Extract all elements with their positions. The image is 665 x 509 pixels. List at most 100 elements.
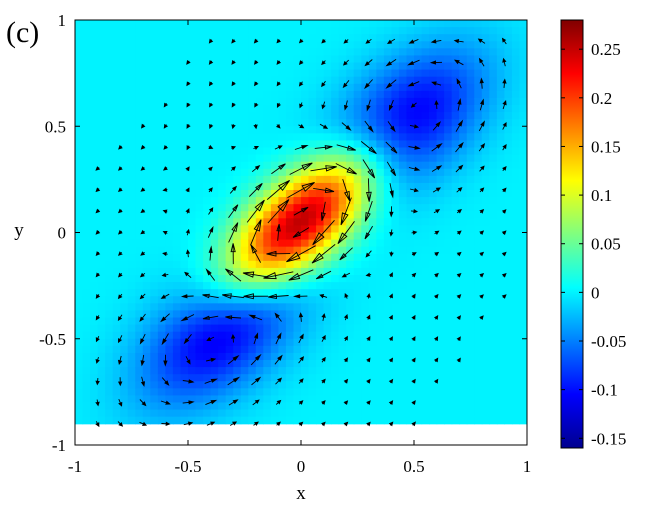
heatmap-cell — [331, 260, 340, 269]
heatmap-cell — [436, 126, 445, 134]
heatmap-cell — [383, 211, 392, 219]
x-tick-label: -1 — [68, 457, 82, 476]
heatmap-cell — [97, 55, 106, 64]
heatmap-cell — [180, 41, 189, 49]
heatmap-cell — [142, 402, 151, 411]
heatmap-cell — [278, 374, 287, 382]
heatmap-cell — [285, 62, 295, 71]
heatmap-cell — [338, 168, 347, 177]
heatmap-cell — [255, 253, 264, 262]
heatmap-cell — [391, 267, 400, 276]
heatmap-cell — [346, 296, 355, 304]
heatmap-cell — [165, 97, 174, 106]
heatmap-cell — [195, 317, 204, 326]
heatmap-cell — [233, 147, 242, 156]
heatmap-cell — [135, 126, 144, 134]
heatmap-cell — [489, 83, 498, 92]
heatmap-cell — [285, 90, 295, 99]
heatmap-cell — [75, 374, 84, 382]
heatmap-cell — [278, 218, 287, 227]
heatmap-cell — [511, 275, 521, 283]
heatmap-cell — [308, 374, 317, 382]
heatmap-cell — [353, 303, 362, 312]
heatmap-cell — [142, 119, 151, 127]
heatmap-cell — [474, 105, 483, 113]
heatmap-cell — [519, 352, 527, 361]
heatmap-cell — [75, 388, 84, 397]
heatmap-cell — [105, 34, 114, 42]
heatmap-cell — [323, 331, 332, 340]
heatmap-cell — [436, 275, 445, 283]
heatmap-cell — [180, 253, 189, 262]
heatmap-cell — [504, 168, 513, 177]
heatmap-cell — [376, 374, 385, 382]
vector-arrow — [208, 187, 213, 193]
heatmap-cell — [127, 282, 136, 290]
heatmap-cell — [459, 48, 468, 57]
heatmap-cell — [270, 62, 279, 71]
heatmap-cell — [75, 182, 84, 191]
heatmap-cell — [391, 83, 400, 92]
heatmap-cell — [75, 168, 84, 177]
heatmap-cell — [308, 20, 317, 28]
heatmap-cell — [308, 260, 317, 269]
heatmap-cell — [301, 76, 310, 85]
heatmap-cell — [338, 20, 347, 28]
heatmap-cell — [459, 190, 468, 198]
heatmap-cell — [210, 275, 219, 283]
heatmap-cell — [346, 239, 355, 248]
heatmap-cell — [90, 211, 99, 219]
heatmap-cell — [301, 360, 310, 368]
heatmap-cell — [496, 409, 505, 418]
heatmap-cell — [270, 147, 279, 156]
heatmap-cell — [451, 34, 460, 42]
heatmap-cell — [75, 310, 84, 319]
heatmap-cell — [338, 260, 347, 269]
heatmap-cell — [421, 34, 430, 42]
heatmap-cell — [255, 97, 264, 106]
heatmap-cell — [368, 76, 377, 85]
heatmap-cell — [398, 310, 408, 319]
heatmap-cell — [97, 97, 106, 106]
heatmap-cell — [316, 90, 325, 99]
heatmap-cell — [519, 161, 527, 170]
heatmap-cell — [82, 55, 91, 64]
heatmap-cell — [391, 211, 400, 219]
heatmap-cell — [240, 211, 249, 219]
heatmap-cell — [368, 310, 377, 319]
heatmap-cell — [112, 76, 121, 85]
heatmap-cell — [188, 140, 197, 149]
heatmap-cell — [150, 20, 159, 28]
heatmap-cell — [368, 367, 377, 375]
heatmap-cell — [90, 303, 99, 312]
heatmap-cell — [406, 182, 415, 191]
heatmap-cell — [383, 62, 392, 71]
heatmap-cell — [157, 282, 166, 290]
heatmap-cell — [248, 204, 257, 212]
heatmap-cell — [489, 416, 498, 425]
heatmap-cell — [248, 90, 257, 99]
heatmap-cell — [150, 27, 159, 35]
x-axis-label: x — [296, 483, 306, 504]
heatmap-cell — [225, 62, 234, 71]
heatmap-cell — [301, 83, 310, 92]
heatmap-cell — [323, 147, 332, 156]
heatmap-cell — [112, 154, 121, 163]
heatmap-cell — [466, 416, 475, 425]
heatmap-cell — [263, 402, 272, 411]
heatmap-cell — [338, 76, 347, 85]
heatmap-cell — [240, 267, 249, 276]
heatmap-cell — [285, 133, 295, 142]
heatmap-cell — [90, 374, 99, 382]
heatmap-cell — [391, 324, 400, 333]
heatmap-cell — [263, 48, 272, 57]
heatmap-cell — [97, 161, 106, 170]
heatmap-cell — [451, 317, 460, 326]
heatmap-cell — [383, 190, 392, 198]
heatmap-cell — [346, 83, 355, 92]
heatmap-cell — [225, 126, 234, 134]
heatmap-cell — [105, 83, 114, 92]
heatmap-cell — [429, 211, 438, 219]
heatmap-cell — [218, 76, 227, 85]
heatmap-cell — [120, 119, 129, 127]
